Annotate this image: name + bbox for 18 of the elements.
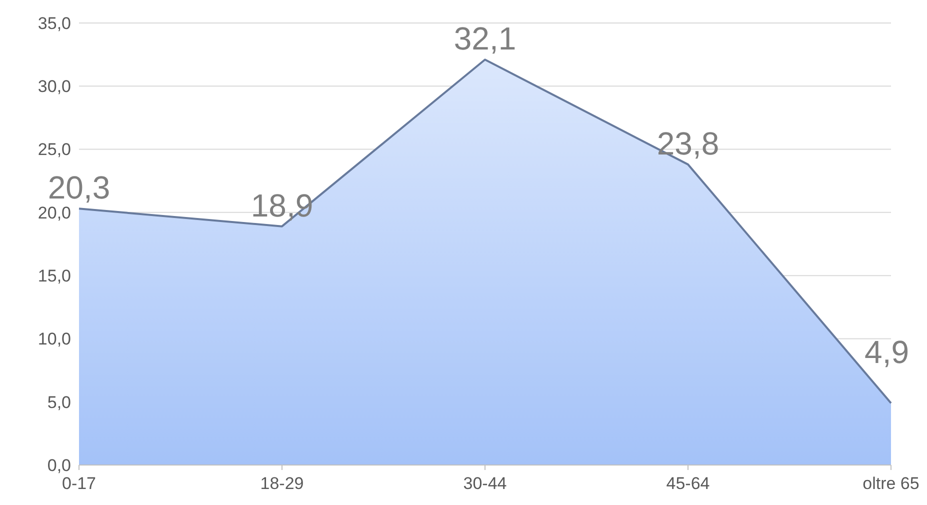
data-label: 32,1 — [454, 20, 516, 57]
y-tick-label: 20,0 — [38, 203, 71, 222]
data-label: 23,8 — [656, 125, 720, 162]
y-tick-label: 30,0 — [38, 77, 71, 96]
x-tick-label: 30-44 — [463, 474, 507, 493]
y-tick-label: 10,0 — [38, 330, 71, 349]
y-tick-label: 0,0 — [47, 456, 71, 475]
y-tick-label: 5,0 — [47, 392, 71, 412]
y-tick-label: 15,0 — [38, 266, 71, 286]
data-label: 20,3 — [48, 170, 110, 206]
data-label: 18,9 — [250, 187, 314, 224]
x-tick-label: 18-29 — [260, 474, 304, 493]
x-tick-label: 45-64 — [666, 474, 710, 493]
x-tick-label: 0-17 — [62, 474, 96, 493]
y-tick-label: 25,0 — [38, 140, 71, 160]
x-tick-label: oltre 65 — [862, 474, 920, 493]
y-tick-label: 35,0 — [38, 14, 71, 33]
data-label: 4,9 — [864, 334, 909, 370]
